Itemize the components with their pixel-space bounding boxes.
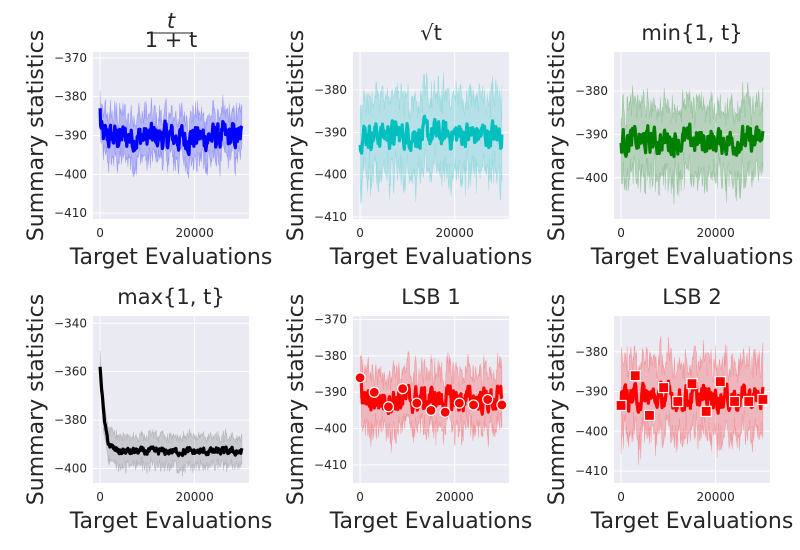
y-tick-label: −400 bbox=[54, 167, 87, 181]
confidence-band bbox=[99, 350, 243, 477]
data-marker bbox=[453, 397, 465, 409]
y-tick-label: −410 bbox=[54, 206, 87, 220]
y-tick-label: −400 bbox=[314, 422, 347, 436]
y-tick-label: −380 bbox=[54, 413, 87, 427]
x-tick-label: 20000 bbox=[436, 226, 474, 240]
x-tick-label: 0 bbox=[356, 226, 364, 240]
subplot-title: √t bbox=[420, 21, 442, 45]
subplot-p6: −380 −390 −400 −410 0 20000 Target Evaluations… bbox=[545, 285, 793, 534]
y-tick-label: −360 bbox=[54, 365, 87, 379]
y-tick-label: −400 bbox=[54, 461, 87, 475]
subplot-title-denominator: 1 + t bbox=[145, 28, 198, 52]
x-tick-label: 0 bbox=[356, 490, 364, 504]
x-axis-title: Target Evaluations bbox=[590, 245, 794, 270]
series-line bbox=[98, 108, 244, 157]
data-marker bbox=[757, 393, 769, 406]
y-tick-label: −390 bbox=[575, 127, 608, 141]
data-marker bbox=[643, 409, 656, 422]
y-axis-title: Summary statistics bbox=[545, 294, 570, 505]
x-tick-label: 0 bbox=[96, 490, 104, 504]
subplot-title: min{1, t} bbox=[641, 21, 742, 45]
y-tick-label: −410 bbox=[314, 458, 347, 472]
y-tick-label: −410 bbox=[314, 210, 347, 224]
data-marker bbox=[714, 376, 726, 388]
y-tick-label: −390 bbox=[314, 385, 347, 399]
y-tick-label: −380 bbox=[314, 83, 347, 97]
y-axis-title: Summary statistics bbox=[545, 30, 570, 241]
data-marker bbox=[411, 397, 423, 409]
data-marker bbox=[467, 399, 480, 411]
y-tick-label: −390 bbox=[54, 129, 87, 143]
data-marker bbox=[700, 405, 712, 418]
y-tick-label: −380 bbox=[575, 84, 608, 98]
subplot-p5: −370 −380 −390 −400 −410 0 20000 Target Evaluat… bbox=[284, 285, 532, 534]
subplot-p4: −340 −360 −380 −400 0 20000 Target Evaluations… bbox=[24, 285, 272, 534]
y-tick-label: −380 bbox=[314, 349, 347, 363]
data-marker bbox=[728, 395, 741, 408]
data-marker bbox=[672, 395, 684, 408]
subplot-p3: −380 −390 −400 0 20000 Target Evaluations Summ… bbox=[545, 21, 793, 270]
data-marker bbox=[743, 395, 755, 408]
y-tick-label: −370 bbox=[314, 313, 347, 327]
x-axis-title: Target Evaluations bbox=[329, 245, 533, 270]
data-marker bbox=[496, 399, 508, 411]
x-tick-label: 0 bbox=[96, 226, 104, 240]
y-axis-title: Summary statistics bbox=[284, 294, 309, 505]
x-tick-label: 20000 bbox=[436, 490, 474, 504]
y-tick-label: −370 bbox=[54, 51, 87, 65]
x-axis-title: Target Evaluations bbox=[69, 509, 273, 534]
subplot-title: max{1, t} bbox=[117, 285, 224, 309]
subplot-title: LSB 1 bbox=[401, 285, 460, 309]
x-axis-title: Target Evaluations bbox=[329, 509, 533, 534]
subplot-p2: −380 −390 −400 −410 0 20000 Target Evaluations… bbox=[284, 21, 532, 270]
data-marker bbox=[658, 381, 670, 394]
data-marker bbox=[629, 370, 641, 382]
y-tick-label: −380 bbox=[54, 90, 87, 104]
x-tick-label: 20000 bbox=[176, 226, 214, 240]
series-line bbox=[98, 366, 244, 458]
y-axis-title: Summary statistics bbox=[284, 30, 309, 241]
data-marker bbox=[482, 393, 494, 406]
data-marker bbox=[382, 401, 395, 413]
x-tick-label: 20000 bbox=[697, 226, 735, 240]
data-marker bbox=[368, 386, 380, 398]
data-marker bbox=[397, 383, 409, 395]
x-tick-label: 0 bbox=[617, 490, 625, 504]
data-marker bbox=[354, 372, 366, 384]
data-marker bbox=[615, 399, 627, 412]
data-marker bbox=[425, 404, 437, 416]
x-tick-label: 20000 bbox=[697, 490, 735, 504]
series-line bbox=[358, 114, 504, 155]
subplot-p1: −370 −380 −390 −400 −410 0 20000 Target Evaluat… bbox=[24, 9, 272, 270]
x-axis-title: Target Evaluations bbox=[69, 245, 273, 270]
subplot-title: LSB 2 bbox=[662, 285, 721, 309]
y-tick-label: −400 bbox=[575, 424, 608, 438]
subplot-title-numerator: t bbox=[167, 9, 176, 33]
y-tick-label: −340 bbox=[54, 316, 87, 330]
data-marker bbox=[439, 406, 451, 418]
x-axis-title: Target Evaluations bbox=[590, 509, 794, 534]
y-tick-label: −410 bbox=[575, 464, 608, 478]
y-tick-label: −390 bbox=[575, 385, 608, 399]
x-tick-label: 20000 bbox=[176, 490, 214, 504]
y-axis-title: Summary statistics bbox=[24, 30, 49, 241]
y-tick-label: −380 bbox=[575, 345, 608, 359]
y-tick-label: −390 bbox=[314, 125, 347, 139]
y-tick-label: −400 bbox=[314, 168, 347, 182]
y-axis-title: Summary statistics bbox=[24, 294, 49, 505]
series-line bbox=[619, 122, 765, 159]
y-tick-label: −400 bbox=[575, 171, 608, 185]
data-marker bbox=[686, 377, 698, 390]
x-tick-label: 0 bbox=[617, 226, 625, 240]
